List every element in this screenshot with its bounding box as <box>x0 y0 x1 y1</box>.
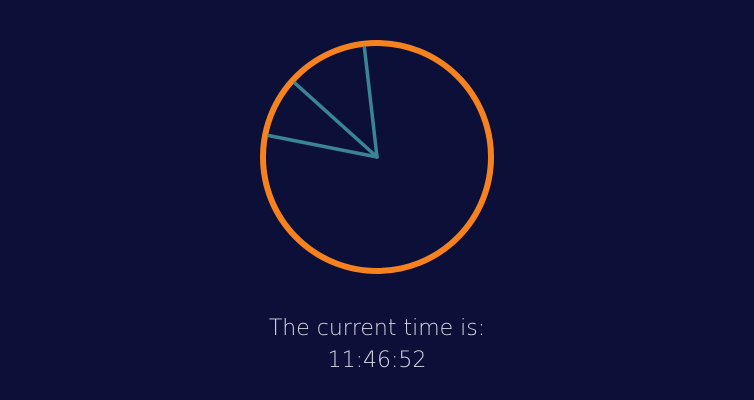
analog-clock <box>260 40 494 274</box>
second-hand <box>293 81 379 159</box>
hour-hand <box>362 45 379 159</box>
time-label: The current time is: <box>268 316 486 341</box>
time-caption: The current time is: 11:46:52 <box>0 313 754 377</box>
time-value: 11:46:52 <box>327 348 427 373</box>
clock-face <box>260 40 494 274</box>
minute-hand <box>267 133 379 159</box>
